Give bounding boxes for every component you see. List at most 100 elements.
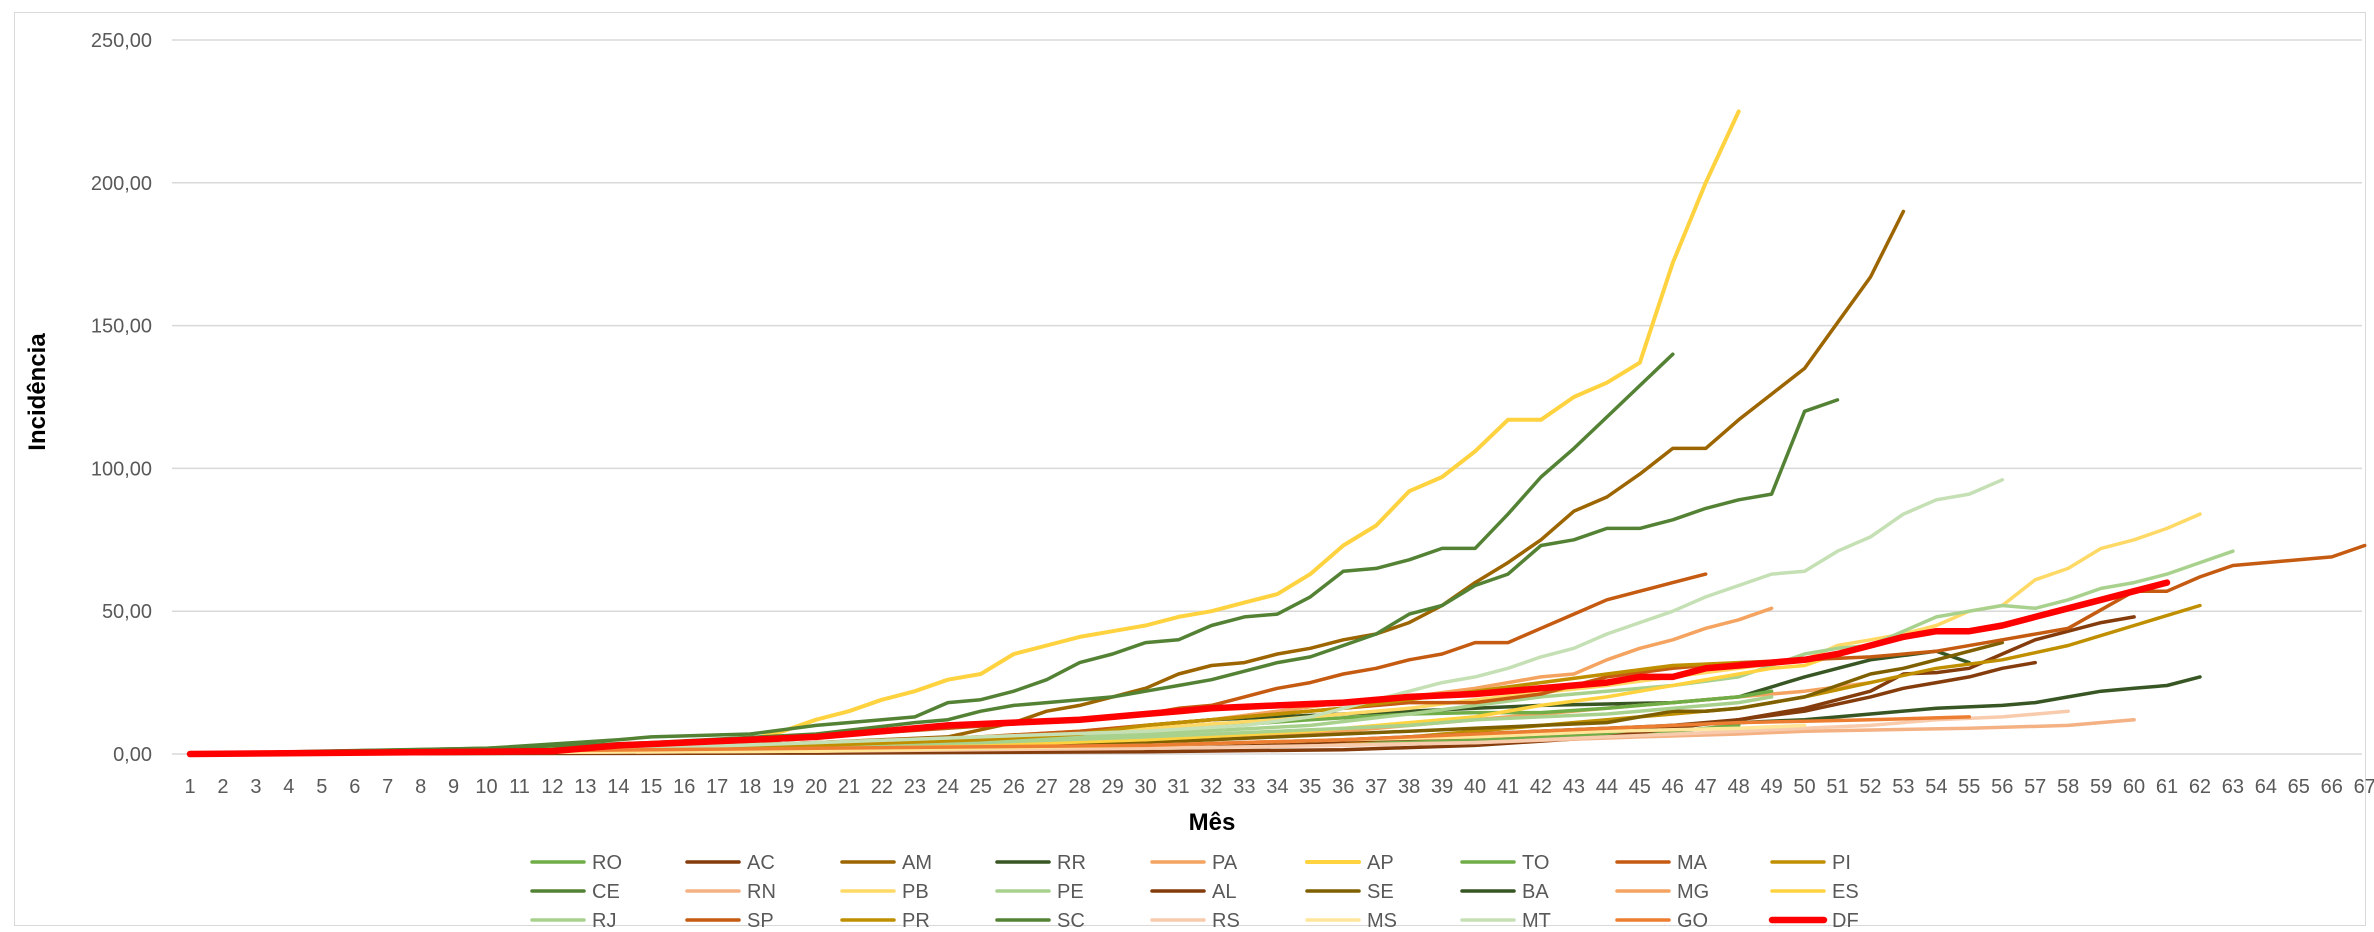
y-tick-label: 100,00	[91, 458, 152, 480]
legend-label-rj: RJ	[592, 910, 616, 932]
series-line-df	[186, 579, 2171, 758]
series-lines	[186, 109, 2367, 758]
x-tick-label: 9	[448, 776, 459, 798]
x-tick-label: 33	[1233, 776, 1255, 798]
x-tick-label: 24	[937, 776, 959, 798]
x-tick-label: 3	[250, 776, 261, 798]
legend-label-se: SE	[1367, 881, 1394, 903]
x-tick-label: 54	[1925, 776, 1947, 798]
legend-label-am: AM	[902, 852, 932, 874]
x-tick-label: 56	[1991, 776, 2013, 798]
x-tick-label: 50	[1793, 776, 1815, 798]
x-tick-label: 10	[475, 776, 497, 798]
x-tick-label: 57	[2024, 776, 2046, 798]
x-tick-label: 67	[2354, 776, 2374, 798]
legend-label-ap: AP	[1367, 852, 1394, 874]
x-tick-label: 13	[574, 776, 596, 798]
gridlines	[172, 39, 2362, 755]
x-tick-label: 6	[349, 776, 360, 798]
series-line-es	[188, 652, 1840, 756]
y-tick-label: 50,00	[102, 601, 152, 623]
x-tick-label: 40	[1464, 776, 1486, 798]
legend-label-ma: MA	[1677, 852, 1708, 874]
x-tick-label: 37	[1365, 776, 1387, 798]
series-line-ap	[188, 109, 1741, 756]
x-tick-label: 21	[838, 776, 860, 798]
x-tick-label: 63	[2222, 776, 2244, 798]
x-tick-label: 41	[1497, 776, 1519, 798]
x-tick-label: 58	[2057, 776, 2079, 798]
x-tick-label: 2	[217, 776, 228, 798]
series-line-se	[188, 640, 2005, 756]
x-tick-label: 39	[1431, 776, 1453, 798]
x-tick-label: 30	[1134, 776, 1156, 798]
legend-label-pb: PB	[902, 881, 929, 903]
y-tick-label: 0,00	[113, 744, 152, 766]
legend-label-al: AL	[1212, 881, 1236, 903]
legend-label-to: TO	[1522, 852, 1549, 874]
x-tick-label: 66	[2321, 776, 2343, 798]
x-tick-label: 27	[1036, 776, 1058, 798]
x-tick-label: 46	[1662, 776, 1684, 798]
legend-label-pi: PI	[1832, 852, 1851, 874]
x-tick-label: 5	[316, 776, 327, 798]
x-tick-label: 12	[541, 776, 563, 798]
legend-label-ce: CE	[592, 881, 620, 903]
x-tick-label: 32	[1200, 776, 1222, 798]
y-axis-title: Incidência	[24, 333, 51, 451]
x-tick-label: 65	[2288, 776, 2310, 798]
series-line-ce	[188, 398, 1840, 756]
legend-label-df: DF	[1832, 910, 1859, 932]
y-tick-label: 150,00	[91, 316, 152, 338]
legend-label-ba: BA	[1522, 881, 1549, 903]
x-tick-label: 62	[2189, 776, 2211, 798]
x-tick-label: 25	[970, 776, 992, 798]
x-tick-label: 60	[2123, 776, 2145, 798]
x-tick-label: 20	[805, 776, 827, 798]
x-tick-label: 1	[184, 776, 195, 798]
x-tick-label: 64	[2255, 776, 2277, 798]
y-tick-label: 200,00	[91, 173, 152, 195]
series-line-ac	[188, 615, 2136, 756]
legend-label-mt: MT	[1522, 910, 1551, 932]
y-axis-ticks: 0,00 50,00 100,00 150,00 200,00 250,00	[91, 30, 152, 766]
x-tick-label: 47	[1695, 776, 1717, 798]
legend-label-rr: RR	[1057, 852, 1086, 874]
x-tick-label: 11	[509, 776, 530, 798]
legend-label-pa: PA	[1212, 852, 1238, 874]
x-axis-ticks: 1 2 3 4 5 6 7 8 9 10 11 12 13 14 15 16 17 18 19 20 21 22 23 24 2…	[184, 776, 2374, 798]
x-tick-label: 15	[640, 776, 662, 798]
x-tick-label: 17	[706, 776, 728, 798]
x-tick-label: 16	[673, 776, 695, 798]
series-line-mt	[188, 478, 2005, 756]
x-tick-label: 36	[1332, 776, 1354, 798]
x-tick-label: 45	[1629, 776, 1651, 798]
chart-frame	[14, 12, 2366, 926]
x-tick-label: 48	[1728, 776, 1750, 798]
x-tick-label: 53	[1892, 776, 1914, 798]
legend-label-pe: PE	[1057, 881, 1084, 903]
legend-label-go: GO	[1677, 910, 1708, 932]
x-tick-label: 31	[1167, 776, 1189, 798]
x-tick-label: 8	[415, 776, 426, 798]
x-tick-label: 35	[1299, 776, 1321, 798]
x-tick-label: 29	[1101, 776, 1123, 798]
x-tick-label: 19	[772, 776, 794, 798]
x-tick-label: 4	[283, 776, 294, 798]
x-tick-label: 42	[1530, 776, 1552, 798]
series-line-go	[188, 715, 1972, 756]
x-tick-label: 51	[1826, 776, 1848, 798]
x-tick-label: 52	[1859, 776, 1881, 798]
x-tick-label: 49	[1760, 776, 1782, 798]
x-tick-label: 44	[1596, 776, 1618, 798]
series-line-sc	[188, 352, 1675, 756]
legend: RO AC AM RR PA AP TO MA PI CE RN PB PE AL SE BA MG ES RJ SP…	[530, 852, 1859, 932]
x-tick-label: 55	[1958, 776, 1980, 798]
x-tick-label: 18	[739, 776, 761, 798]
x-tick-label: 14	[607, 776, 629, 798]
x-tick-label: 28	[1069, 776, 1091, 798]
legend-label-sp: SP	[747, 910, 774, 932]
x-axis-title: Mês	[1189, 809, 1236, 836]
legend-label-ac: AC	[747, 852, 775, 874]
